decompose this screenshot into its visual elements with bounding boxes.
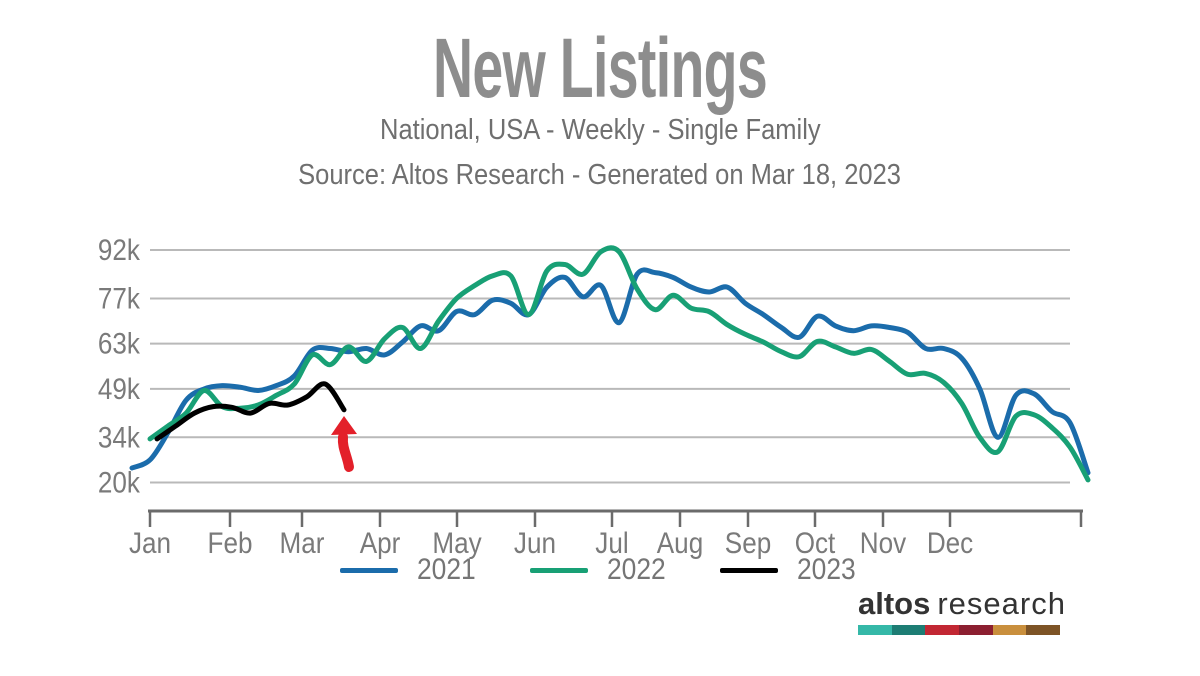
x-tick-label-Jul: Jul bbox=[595, 526, 628, 559]
logo-bar-segment-3 bbox=[925, 625, 960, 635]
x-tick-label-Sep: Sep bbox=[725, 526, 771, 559]
legend-swatch-2023 bbox=[719, 567, 778, 573]
x-tick-label-Dec: Dec bbox=[927, 526, 973, 559]
y-tick-label-20k: 20k bbox=[98, 466, 141, 499]
series-line-2021 bbox=[129, 267, 1091, 476]
logo-bar-segment-2 bbox=[891, 625, 926, 635]
chart-legend: 2021 2022 2023 bbox=[0, 553, 1200, 587]
legend-label-2022: 2022 bbox=[607, 553, 666, 586]
legend-swatch-2021 bbox=[340, 567, 399, 573]
logo-bar-segment-1 bbox=[858, 625, 892, 635]
x-tick-label-Aug: Aug bbox=[657, 526, 703, 559]
y-tick-label-77k: 77k bbox=[98, 282, 141, 315]
legend-label-2021: 2021 bbox=[417, 553, 477, 586]
chart-source-line: Source: Altos Research - Generated on Ma… bbox=[0, 158, 1200, 197]
legend-label-2023: 2023 bbox=[796, 553, 856, 586]
x-tick-label-Feb: Feb bbox=[208, 526, 253, 559]
logo-word-research: research bbox=[937, 586, 1066, 621]
series-line-2023 bbox=[154, 381, 347, 442]
logo-bar-segment-5 bbox=[992, 625, 1027, 635]
x-tick-label-Oct: Oct bbox=[795, 526, 836, 559]
legend-item-2022: 2022 bbox=[530, 553, 670, 587]
x-tick-label-Apr: Apr bbox=[360, 526, 401, 559]
chart-title: New Listings bbox=[0, 26, 1200, 110]
x-tick-label-Jan: Jan bbox=[129, 526, 171, 559]
chart-subtitle: National, USA - Weekly - Single Family bbox=[0, 113, 1200, 152]
y-tick-label-63k: 63k bbox=[98, 327, 141, 360]
y-tick-label-34k: 34k bbox=[98, 421, 141, 454]
series-line-2022 bbox=[147, 245, 1091, 483]
annotation-arrow-head bbox=[331, 416, 357, 435]
x-tick-label-Mar: Mar bbox=[280, 526, 325, 559]
y-tick-label-92k: 92k bbox=[98, 233, 141, 266]
x-tick-label-May: May bbox=[432, 526, 481, 559]
x-tick-label-Nov: Nov bbox=[860, 526, 906, 559]
logo-word-altos: altos bbox=[858, 586, 931, 621]
logo-bar-segment-6 bbox=[1026, 625, 1061, 635]
legend-item-2023: 2023 bbox=[719, 553, 860, 587]
chart-source-text: Source: Altos Research - Generated on Ma… bbox=[298, 159, 902, 191]
chart-title-text: New Listings bbox=[432, 21, 768, 115]
annotation-arrow-shaft bbox=[337, 432, 354, 472]
logo-color-bar bbox=[858, 625, 1061, 635]
altos-research-logo: altos research bbox=[858, 586, 1065, 635]
x-tick-label-Jun: Jun bbox=[514, 526, 556, 559]
chart-subtitle-text: National, USA - Weekly - Single Family bbox=[379, 114, 821, 146]
legend-item-2021: 2021 bbox=[340, 553, 480, 587]
legend-swatch-2022 bbox=[530, 567, 589, 573]
logo-bar-segment-4 bbox=[959, 625, 993, 635]
y-tick-label-49k: 49k bbox=[98, 372, 141, 405]
logo-wordmark: altos research bbox=[858, 586, 1065, 621]
